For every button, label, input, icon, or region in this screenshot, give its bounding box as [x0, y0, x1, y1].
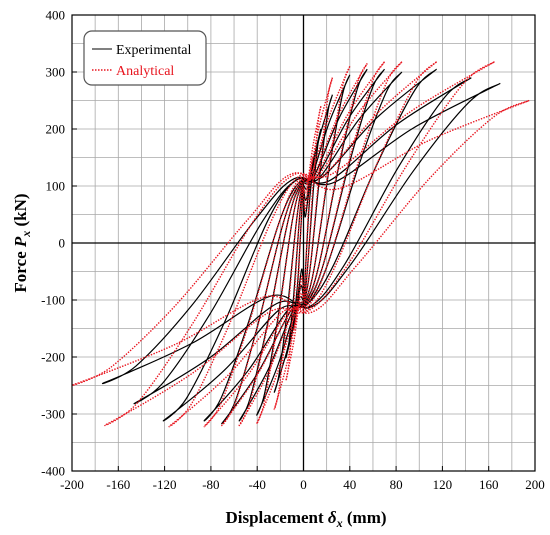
- series-analytical-loop: [104, 61, 495, 427]
- x-axis-label: Displacement δx (mm): [225, 508, 386, 530]
- series-analytical: [72, 61, 530, 428]
- series-analytical-loop: [238, 63, 368, 427]
- x-tick-label: 0: [300, 477, 307, 492]
- series-experimental-loop: [101, 82, 501, 385]
- series-analytical-loop: [168, 61, 438, 428]
- x-tick-label: 200: [525, 477, 545, 492]
- y-axis-label: Force Px (kN): [11, 193, 33, 292]
- series-analytical-loop: [72, 99, 530, 386]
- y-tick-label: -100: [41, 293, 65, 308]
- y-tick-label: -300: [41, 407, 65, 422]
- series-layer: [72, 61, 530, 428]
- y-tick-label: -400: [41, 464, 65, 479]
- x-tick-label: 80: [390, 477, 403, 492]
- y-tick-label: 400: [46, 8, 66, 23]
- x-tick-label: -160: [106, 477, 130, 492]
- x-tick-label: -80: [202, 477, 219, 492]
- y-tick-label: 0: [59, 236, 66, 251]
- series-analytical-loop: [273, 77, 334, 411]
- series-analytical-loop: [285, 106, 322, 382]
- legend: Experimental Analytical: [83, 30, 207, 86]
- x-tick-label: 40: [343, 477, 356, 492]
- y-tick-label: -200: [41, 350, 65, 365]
- legend-label-experimental: Experimental: [116, 43, 192, 58]
- zero-axes: [72, 15, 535, 471]
- series-analytical-loop: [293, 157, 314, 330]
- series-analytical-loop: [203, 61, 403, 428]
- x-tick-label: 160: [479, 477, 499, 492]
- series-analytical-loop: [256, 66, 351, 425]
- x-tick-label: 120: [433, 477, 453, 492]
- y-tick-labels: -400 -300 -200 -100 0 100 200 300 400: [41, 8, 65, 479]
- x-tick-label: -40: [249, 477, 266, 492]
- x-tick-label: -120: [153, 477, 177, 492]
- y-tick-label: 100: [46, 179, 66, 194]
- y-tick-label: 200: [46, 122, 66, 137]
- ticks: [71, 14, 536, 472]
- x-tick-label: -200: [60, 477, 84, 492]
- series-experimental-loop: [133, 77, 472, 405]
- legend-label-analytical: Analytical: [116, 64, 174, 79]
- y-tick-label: 300: [46, 65, 66, 80]
- legend-box: [83, 30, 207, 86]
- x-tick-labels: -200 -160 -120 -80 -40 0 40 80 120 160 200: [60, 477, 545, 492]
